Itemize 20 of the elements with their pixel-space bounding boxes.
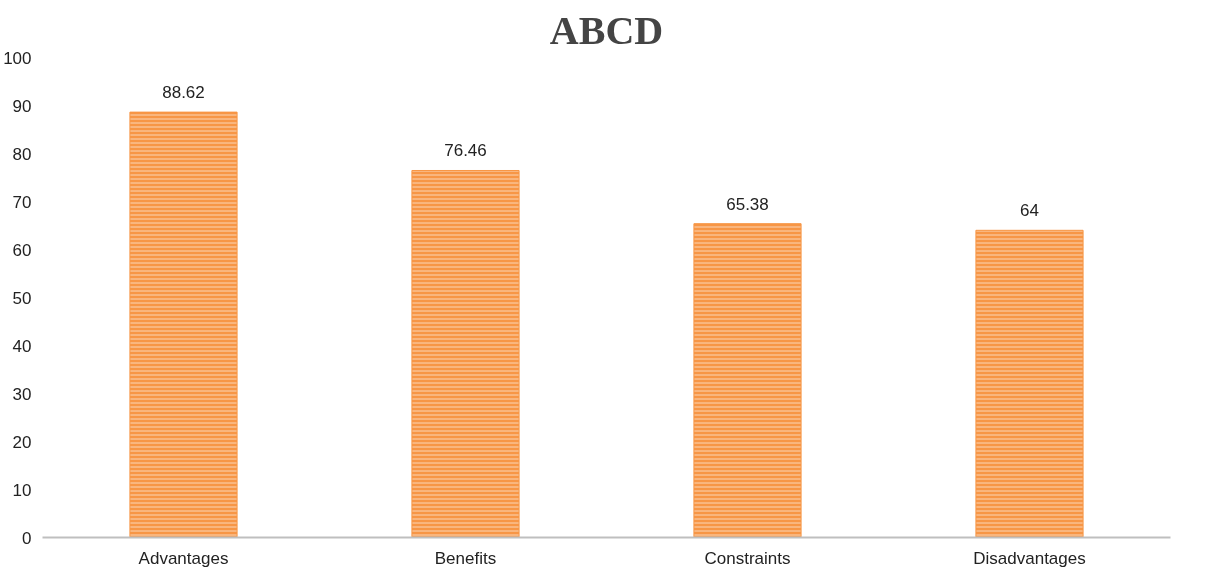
y-tick-label: 30 bbox=[12, 384, 32, 404]
data-label: 76.46 bbox=[444, 141, 487, 161]
x-tick-label: Disadvantages bbox=[973, 548, 1086, 568]
data-label: 65.38 bbox=[726, 194, 769, 214]
x-tick-label: Advantages bbox=[138, 548, 229, 568]
data-label: 88.62 bbox=[162, 83, 205, 103]
x-tick-label: Constraints bbox=[704, 548, 791, 568]
y-tick-label: 10 bbox=[12, 480, 32, 500]
y-tick-label: 50 bbox=[12, 288, 32, 308]
y-tick-label: 40 bbox=[12, 336, 32, 356]
data-label: 64 bbox=[1020, 201, 1039, 221]
y-tick-label: 60 bbox=[12, 240, 32, 260]
y-tick-label: 80 bbox=[12, 144, 32, 164]
y-tick-label: 100 bbox=[3, 48, 32, 68]
x-tick-label: Benefits bbox=[434, 548, 497, 568]
y-tick-label: 70 bbox=[12, 192, 32, 212]
chart-title: ABCD bbox=[549, 7, 664, 53]
y-tick-label: 20 bbox=[12, 432, 32, 452]
y-tick-label: 90 bbox=[12, 96, 32, 116]
y-tick-label: 0 bbox=[22, 528, 32, 548]
